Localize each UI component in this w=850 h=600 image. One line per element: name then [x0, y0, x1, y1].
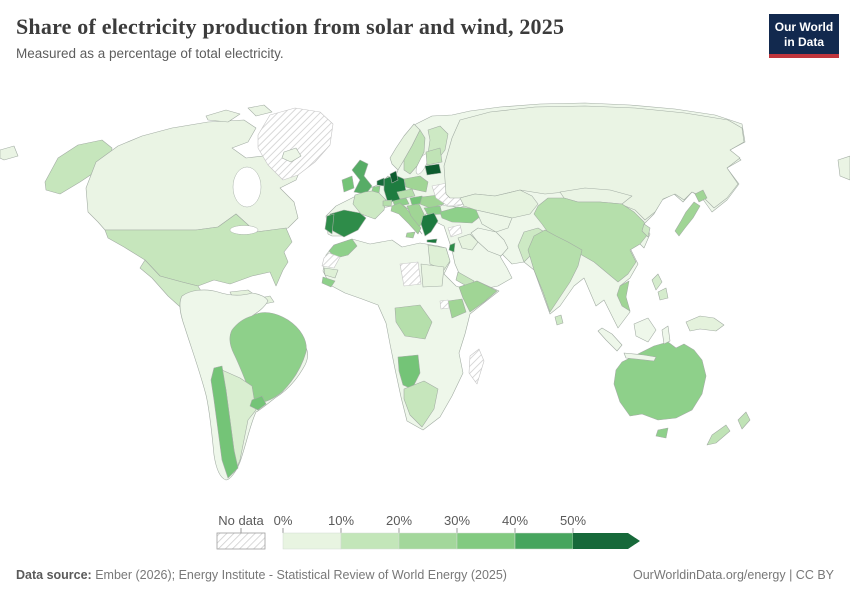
legend-tick-50: 50% [560, 513, 586, 528]
owid-logo-line2: in Data [783, 35, 824, 49]
region-sri-lanka[interactable] [554, 314, 564, 326]
region-philippines[interactable] [651, 273, 669, 301]
owid-link[interactable]: OurWorldinData.org/energy | CC BY [632, 568, 834, 582]
region-italy[interactable] [390, 202, 422, 235]
map-legend: No data 0% 10% 20% 30% 40% 50% [216, 513, 640, 550]
region-portugal[interactable] [324, 213, 335, 235]
legend-tick-0: 0% [274, 513, 293, 528]
region-south-africa[interactable] [403, 380, 439, 428]
region-egypt[interactable] [427, 244, 451, 271]
legend-tick-10: 10% [328, 513, 354, 528]
region-switzerland[interactable] [382, 199, 393, 207]
region-dr-congo[interactable] [394, 304, 433, 340]
region-sicily[interactable] [405, 231, 416, 239]
region-vietnam[interactable] [616, 280, 631, 312]
data-source-label: Data source: [16, 568, 92, 582]
legend-tick-20: 20% [386, 513, 412, 528]
footer: Data source: Ember (2026); Energy Instit… [16, 568, 834, 582]
region-western-sahara[interactable] [321, 252, 341, 269]
legend-bin-50-plus-arrow[interactable] [573, 533, 640, 549]
region-arctic-islands[interactable] [205, 104, 273, 123]
hudson-bay [232, 166, 262, 208]
region-india[interactable] [527, 229, 583, 313]
page-subtitle: Measured as a percentage of total electr… [16, 46, 284, 62]
region-latvia-estonia[interactable] [425, 147, 443, 166]
region-ireland[interactable] [341, 175, 355, 193]
region-uganda[interactable] [439, 299, 450, 310]
region-east-fragment[interactable] [837, 155, 850, 181]
countries [210, 105, 751, 479]
region-somalia[interactable] [458, 280, 498, 313]
legend-no-data-swatch[interactable] [216, 532, 266, 550]
region-morocco[interactable] [328, 238, 358, 259]
region-senegal[interactable] [321, 276, 336, 288]
region-poland[interactable] [403, 175, 429, 193]
region-iceland[interactable] [281, 147, 302, 163]
region-kazakhstan[interactable] [459, 189, 539, 219]
great-lakes [229, 225, 259, 235]
region-chile[interactable] [210, 365, 239, 479]
header: Share of electricity production from sol… [16, 14, 740, 61]
region-indonesia[interactable] [597, 317, 671, 362]
region-mauritania[interactable] [323, 267, 339, 279]
world-choropleth-map [0, 102, 850, 481]
region-central-asia[interactable] [475, 209, 513, 233]
owid-logo-line1: Our World [774, 20, 834, 34]
region-sweden[interactable] [403, 129, 426, 175]
legend-tick-40: 40% [502, 513, 528, 528]
legend-bin-0-10[interactable] [282, 532, 342, 550]
region-kenya[interactable] [447, 298, 467, 319]
page-title: Share of electricity production from sol… [16, 14, 565, 39]
region-uruguay[interactable] [249, 395, 267, 411]
data-source-value: Ember (2026); Energy Institute - Statist… [91, 568, 507, 582]
region-iraq[interactable] [457, 233, 479, 251]
region-iran[interactable] [470, 227, 509, 257]
region-new-zealand[interactable] [706, 411, 751, 446]
legend-bin-30-40[interactable] [456, 532, 516, 550]
data-source-text: Data source: Ember (2026); Energy Instit… [16, 568, 507, 582]
region-turkey[interactable] [439, 206, 483, 224]
legend-no-data-label: No data [218, 513, 264, 528]
region-japan[interactable] [674, 189, 708, 237]
region-sudan[interactable] [420, 263, 445, 288]
region-tasmania[interactable] [655, 427, 669, 439]
region-west-fragment[interactable] [0, 145, 19, 161]
region-israel[interactable] [448, 242, 456, 253]
region-czech-slovakia[interactable] [396, 188, 416, 200]
region-denmark[interactable] [389, 170, 399, 184]
legend-bin-40-50[interactable] [514, 532, 574, 550]
legend-bin-20-30[interactable] [398, 532, 458, 550]
region-south-korea[interactable] [641, 223, 651, 238]
region-crete[interactable] [426, 238, 438, 244]
region-madagascar[interactable] [468, 348, 485, 385]
region-chad[interactable] [399, 261, 422, 287]
region-greenland[interactable] [257, 107, 334, 181]
region-netherlands[interactable] [376, 177, 385, 187]
region-uk[interactable] [351, 159, 373, 195]
region-lithuania[interactable] [424, 163, 442, 176]
legend-tick-30: 30% [444, 513, 470, 528]
region-syria[interactable] [447, 224, 463, 238]
region-new-guinea[interactable] [685, 315, 725, 332]
region-greece[interactable] [420, 212, 439, 237]
owid-logo[interactable]: Our World in Data [769, 14, 839, 58]
legend-bin-10-20[interactable] [340, 532, 400, 550]
